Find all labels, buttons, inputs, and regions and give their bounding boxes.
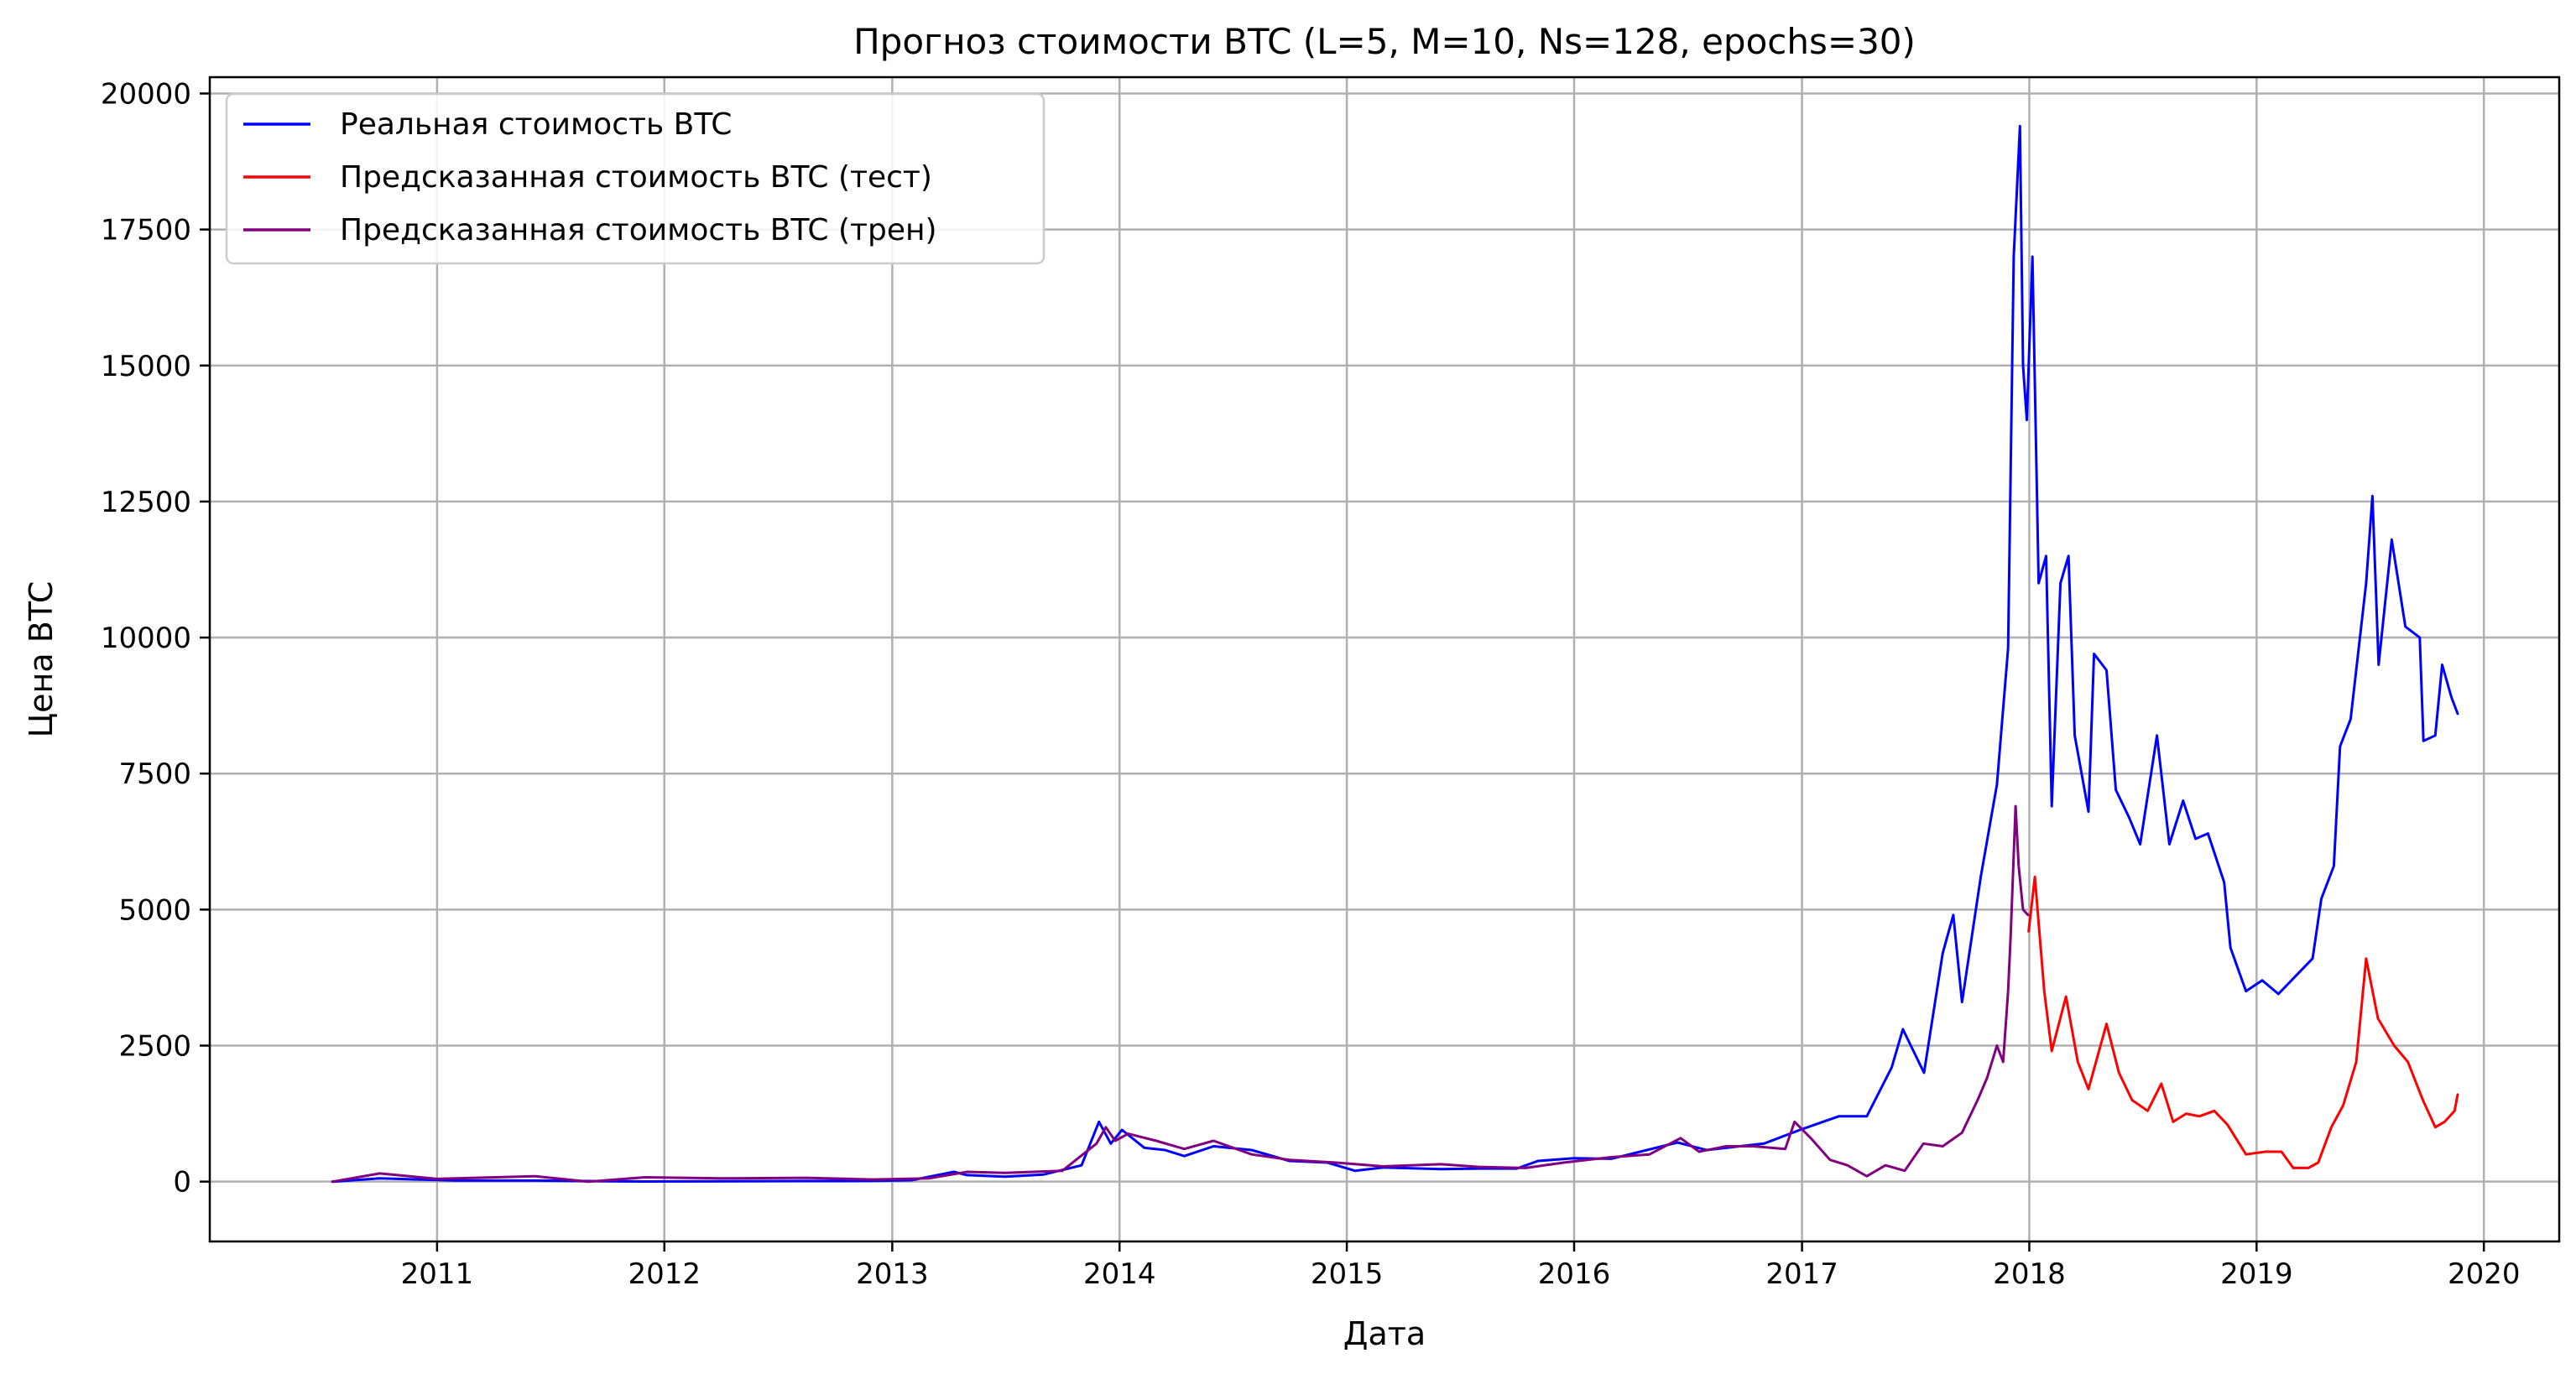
y-tick-label: 12500 — [101, 486, 191, 519]
x-tick-label: 2018 — [1993, 1257, 2066, 1291]
x-tick-label: 2017 — [1765, 1257, 1838, 1291]
series-line-real — [331, 124, 2459, 1184]
x-axis-ticks: 2011 2012 2013 2014 2015 2016 2017 2018 2019 2020 — [401, 1241, 2521, 1291]
y-tick-label: 10000 — [101, 622, 191, 655]
y-axis-ticks: 0 2500 5000 7500 10000 12500 15000 17500 20000 — [101, 77, 210, 1200]
legend-box — [225, 92, 1046, 265]
legend-label-train: Предсказанная стоимость BTC (трен) — [340, 213, 937, 247]
y-tick-label: 15000 — [101, 350, 191, 383]
series-lines — [331, 124, 2459, 1184]
x-tick-label: 2012 — [628, 1257, 701, 1291]
y-tick-label: 7500 — [118, 757, 191, 791]
series-line-train — [331, 804, 2030, 1184]
x-tick-label: 2013 — [856, 1257, 929, 1291]
x-tick-label: 2020 — [2448, 1257, 2521, 1291]
y-tick-label: 5000 — [118, 893, 191, 927]
x-gridlines — [435, 77, 2485, 1241]
chart-title: Прогноз стоимости BTC (L=5, M=10, Ns=128… — [853, 21, 1916, 62]
legend-label-test: Предсказанная стоимость BTC (тест) — [340, 160, 932, 195]
y-tick-label: 17500 — [101, 214, 191, 247]
legend-label-real: Реальная стоимость BTC — [340, 107, 732, 142]
y-tick-label: 2500 — [118, 1030, 191, 1064]
x-tick-label: 2015 — [1311, 1257, 1384, 1291]
y-axis-label: Цена BTC — [23, 581, 60, 738]
plot-area-frame — [208, 75, 2561, 1243]
x-tick-label: 2019 — [2220, 1257, 2293, 1291]
x-tick-label: 2011 — [401, 1257, 474, 1291]
x-tick-label: 2014 — [1083, 1257, 1156, 1291]
legend: Реальная стоимость BTC Предсказанная сто… — [225, 92, 1046, 265]
y-tick-label: 20000 — [101, 77, 191, 111]
series-line-test — [2027, 875, 2459, 1169]
x-tick-label: 2016 — [1538, 1257, 1611, 1291]
y-tick-label: 0 — [173, 1166, 191, 1200]
x-axis-label: Дата — [1343, 1315, 1426, 1352]
